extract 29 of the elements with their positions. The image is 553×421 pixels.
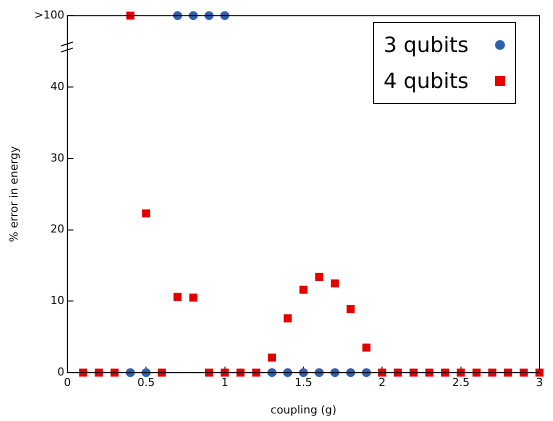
point [284, 314, 292, 322]
point [189, 294, 198, 302]
y-tick-label: 0 [57, 365, 64, 378]
point [315, 272, 324, 281]
x-tick-label: 2 [378, 376, 386, 390]
legend-label: 3 qubits [384, 32, 469, 59]
point [220, 368, 229, 377]
x-tick-label: 0.5 [137, 376, 155, 390]
x-tick-label: 1.5 [294, 376, 312, 390]
point [174, 292, 182, 301]
x-tick-label: 3 [536, 376, 543, 390]
point [520, 368, 528, 377]
point [346, 305, 355, 314]
x-tick-label: 1 [221, 376, 228, 390]
y-tick-label: 10 [50, 294, 64, 308]
point [362, 344, 370, 352]
x-tick-label: 2.5 [452, 376, 470, 390]
point [268, 354, 276, 362]
y-tick-label: 20 [50, 222, 64, 236]
x-axis-title: coupling (g) [270, 403, 336, 416]
point [330, 279, 339, 288]
point [142, 209, 150, 218]
y-tick-label: >100 [34, 8, 64, 22]
y-tick-label: 40 [50, 80, 64, 93]
y-tick-label: 30 [50, 151, 64, 164]
y-axis-title: % error in energy [7, 146, 20, 242]
point [252, 368, 260, 377]
legend-label: 4 qubits [384, 68, 469, 95]
point [299, 286, 308, 294]
